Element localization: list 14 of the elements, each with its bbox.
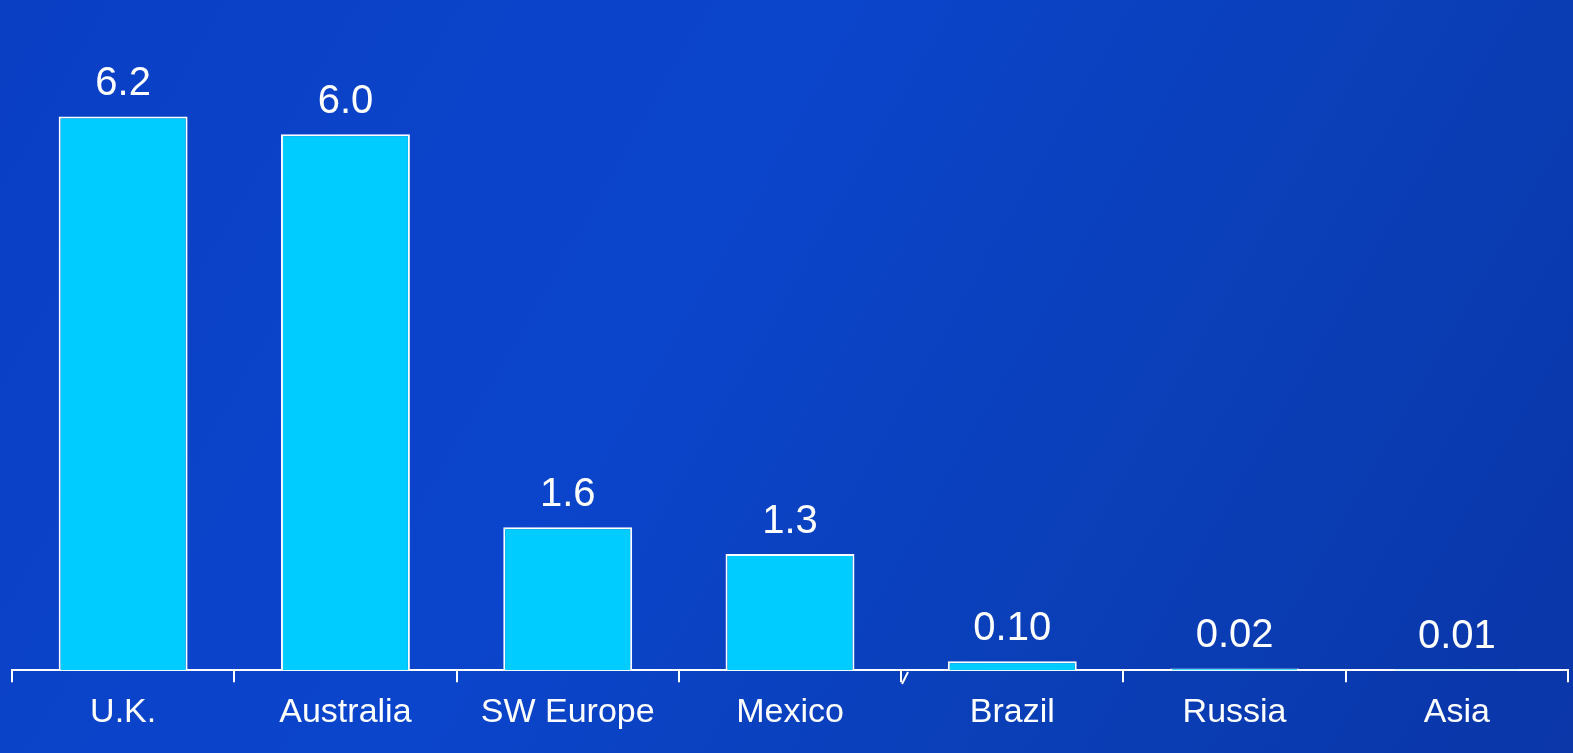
data-label: 1.3 [762, 497, 818, 542]
data-label: 0.01 [1417, 612, 1496, 657]
x-tick-label: Mexico [736, 690, 844, 729]
x-tick-label: SW Europe [480, 690, 655, 729]
x-tick-label: Australia [279, 690, 412, 729]
x-tick-label: U.K. [90, 690, 157, 729]
x-tick-label: Asia [1423, 690, 1491, 729]
x-tick-label: Russia [1182, 690, 1287, 729]
data-label: 0.02 [1195, 611, 1274, 656]
data-label: 0.10 [973, 604, 1052, 649]
data-label: 6.2 [95, 59, 151, 104]
x-tick-label: Brazil [969, 690, 1055, 729]
data-label: 6.0 [317, 77, 374, 122]
data-label: 1.6 [539, 470, 596, 515]
